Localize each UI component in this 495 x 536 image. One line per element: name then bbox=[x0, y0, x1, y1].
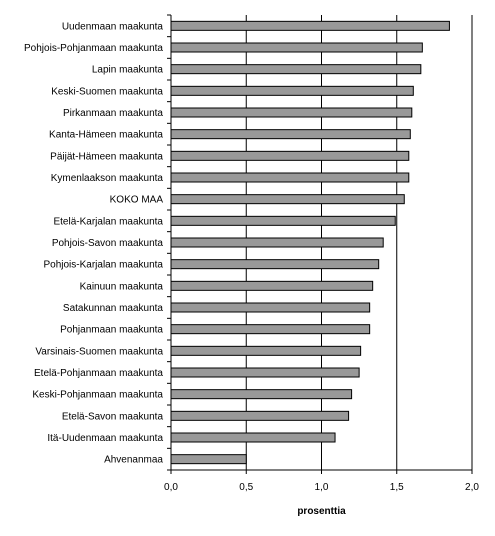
category-label: Etelä-Savon maakunta bbox=[62, 411, 164, 422]
x-axis-title: prosenttia bbox=[297, 506, 346, 517]
bar bbox=[170, 237, 384, 248]
bar bbox=[170, 150, 410, 161]
category-label: Keski-Suomen maakunta bbox=[51, 86, 163, 97]
bar bbox=[170, 259, 380, 270]
x-tick-label: 1,5 bbox=[390, 482, 404, 493]
bar bbox=[170, 454, 247, 465]
bar bbox=[170, 172, 410, 183]
category-label: Kainuun maakunta bbox=[80, 281, 164, 292]
category-labels: Uudenmaan maakunta Pohjois-Pohjanmaan maa… bbox=[24, 21, 163, 465]
category-label: Etelä-Karjalan maakunta bbox=[53, 216, 163, 227]
category-label: Satakunnan maakunta bbox=[63, 303, 164, 314]
bar bbox=[170, 64, 422, 75]
category-label: Pohjois-Pohjanmaan maakunta bbox=[24, 43, 163, 54]
bar bbox=[170, 194, 405, 205]
bar bbox=[170, 389, 353, 400]
category-label: Pohjois-Savon maakunta bbox=[52, 238, 164, 249]
bar bbox=[170, 20, 450, 31]
x-tick-label: 2,0 bbox=[465, 482, 479, 493]
bar bbox=[170, 280, 374, 291]
bar bbox=[170, 367, 360, 378]
category-label: Kanta-Hämeen maakunta bbox=[49, 130, 163, 141]
category-label: Lapin maakunta bbox=[92, 65, 164, 76]
category-label: Päijät-Hämeen maakunta bbox=[50, 151, 163, 162]
x-tick-label: 0,5 bbox=[239, 482, 253, 493]
x-tick-label: 1,0 bbox=[315, 482, 329, 493]
category-label: KOKO MAA bbox=[110, 195, 164, 206]
bar bbox=[170, 302, 371, 313]
bar bbox=[170, 410, 350, 421]
x-tick-label: 0,0 bbox=[164, 482, 178, 493]
x-ticks: 0,0 0,5 1,0 1,5 2,0 bbox=[164, 470, 479, 493]
category-label: Etelä-Pohjanmaan maakunta bbox=[34, 368, 163, 379]
category-label: Kymenlaakson maakunta bbox=[51, 173, 164, 184]
bar bbox=[170, 42, 423, 53]
bar bbox=[170, 85, 414, 96]
category-label: Keski-Pohjanmaan maakunta bbox=[32, 390, 163, 401]
bar bbox=[170, 324, 371, 335]
bar bbox=[170, 432, 336, 443]
category-label: Pirkanmaan maakunta bbox=[63, 108, 163, 119]
category-label: Pohjanmaan maakunta bbox=[60, 325, 163, 336]
bar bbox=[170, 215, 396, 226]
bars bbox=[170, 20, 450, 465]
bar bbox=[170, 129, 411, 140]
category-label: Varsinais-Suomen maakunta bbox=[35, 346, 163, 357]
category-label: Ahvenanmaa bbox=[104, 455, 163, 466]
bar bbox=[170, 345, 362, 356]
category-label: Pohjois-Karjalan maakunta bbox=[43, 260, 163, 271]
bar bbox=[170, 107, 413, 118]
category-label: Itä-Uudenmaan maakunta bbox=[47, 433, 163, 444]
category-label: Uudenmaan maakunta bbox=[62, 21, 164, 32]
